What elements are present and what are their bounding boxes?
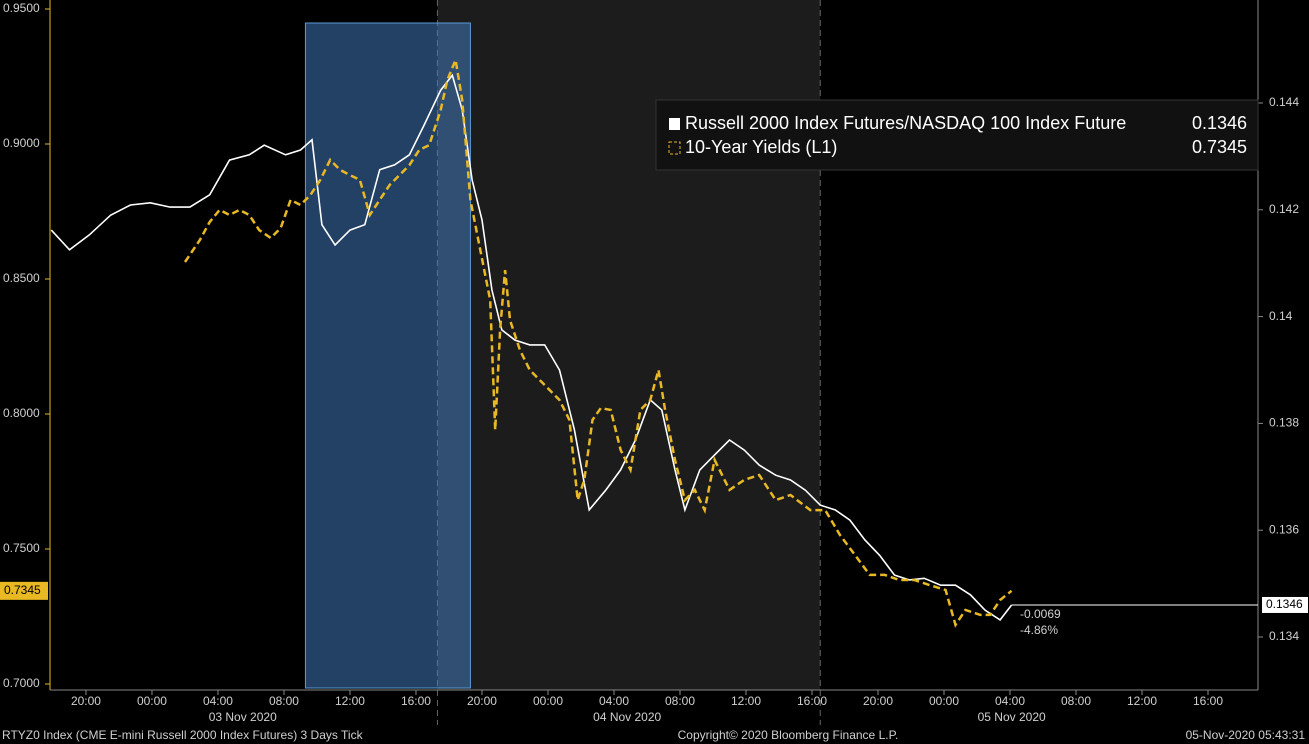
annotation: -4.86% (1020, 623, 1058, 637)
last-value-label: 0.7345 (4, 583, 41, 597)
x-tick-label: 16:00 (797, 694, 827, 708)
x-tick-label: 08:00 (269, 694, 299, 708)
highlight-box (304, 22, 471, 689)
x-tick-label: 00:00 (137, 694, 167, 708)
x-tick-label: 04:00 (995, 694, 1025, 708)
y-tick-label: 0.7500 (3, 541, 40, 555)
legend-marker (668, 141, 681, 155)
x-tick-label: 04:00 (203, 694, 233, 708)
series-line (183, 55, 1013, 628)
y2-tick-label: 0.138 (1269, 416, 1299, 430)
x-tick-label: 16:00 (1193, 694, 1223, 708)
y2-tick-label: 0.14 (1269, 309, 1293, 323)
x-tick-label: 00:00 (533, 694, 563, 708)
y-tick-label: 0.7000 (3, 676, 40, 690)
last-value-label: 0.1346 (1266, 597, 1303, 611)
date-label: 03 Nov 2020 (209, 710, 277, 724)
x-tick-label: 20:00 (71, 694, 101, 708)
series-line (50, 73, 1013, 621)
y-tick-label: 0.8000 (3, 406, 40, 420)
date-label: 05 Nov 2020 (978, 710, 1046, 724)
y2-tick-label: 0.136 (1269, 522, 1299, 536)
date-label: 04 Nov 2020 (593, 710, 661, 724)
x-tick-label: 12:00 (1127, 694, 1157, 708)
legend-value: 0.7345 (1192, 137, 1247, 157)
x-tick-label: 00:00 (929, 694, 959, 708)
footer-center: Copyright© 2020 Bloomberg Finance L.P. (678, 728, 899, 742)
x-tick-label: 20:00 (467, 694, 497, 708)
x-tick-label: 08:00 (1061, 694, 1091, 708)
legend-label: Russell 2000 Index Futures/NASDAQ 100 In… (685, 113, 1126, 133)
y2-tick-label: 0.144 (1269, 95, 1299, 109)
footer-right: 05-Nov-2020 05:43:31 (1186, 728, 1306, 742)
legend: Russell 2000 Index Futures/NASDAQ 100 In… (655, 99, 1259, 171)
legend-marker (669, 118, 680, 130)
x-tick-label: 16:00 (401, 694, 431, 708)
x-tick-label: 20:00 (863, 694, 893, 708)
y-tick-label: 0.9500 (3, 1, 40, 15)
y-tick-label: 0.8500 (3, 271, 40, 285)
last-value-tag (1262, 596, 1308, 613)
x-tick-label: 08:00 (665, 694, 695, 708)
plot: 0.7000 0.7500 0.8000 0.8500 0.9000 0.9500 0.13… (0, 0, 1308, 725)
annotation: -0.0069 (1020, 607, 1061, 621)
legend-box (655, 99, 1259, 171)
last-value-tag (0, 581, 48, 600)
y-tick-label: 0.9000 (3, 136, 40, 150)
x-tick-label: 12:00 (731, 694, 761, 708)
footer-left: RTYZ0 Index (CME E-mini Russell 2000 Ind… (2, 728, 364, 742)
x-tick-label: 04:00 (599, 694, 629, 708)
y2-tick-label: 0.142 (1269, 202, 1299, 216)
legend-value: 0.1346 (1192, 113, 1247, 133)
x-tick-label: 12:00 (335, 694, 365, 708)
y2-tick-label: 0.134 (1269, 629, 1299, 643)
legend-label: 10-Year Yields (L1) (685, 137, 837, 157)
